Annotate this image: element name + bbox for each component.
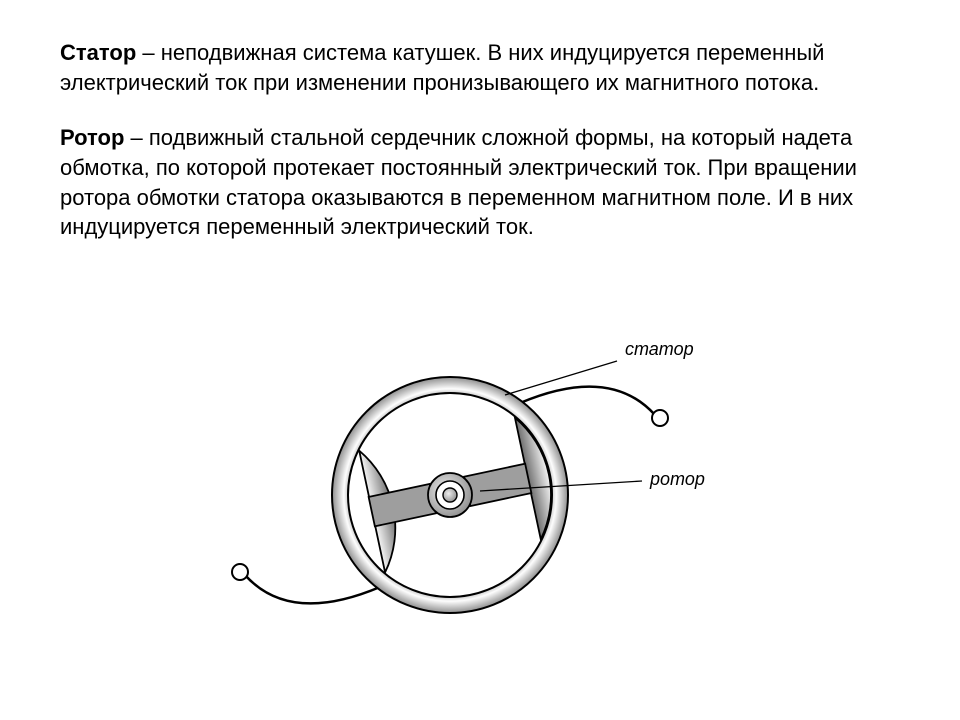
term-stator: Статор <box>60 40 136 65</box>
body-stator: – неподвижная система катушек. В них инд… <box>60 40 824 95</box>
diagram-container: статор ротор <box>0 320 960 660</box>
paragraph-rotor: Ротор – подвижный стальной сердечник сло… <box>60 123 900 242</box>
svg-text:статор: статор <box>625 339 694 359</box>
generator-diagram: статор ротор <box>190 320 770 660</box>
svg-text:ротор: ротор <box>649 469 705 489</box>
page-root: Статор – неподвижная система катушек. В … <box>0 0 960 720</box>
paragraph-stator: Статор – неподвижная система катушек. В … <box>60 38 900 97</box>
body-rotor: – подвижный стальной сердечник сложной ф… <box>60 125 857 239</box>
term-rotor: Ротор <box>60 125 124 150</box>
